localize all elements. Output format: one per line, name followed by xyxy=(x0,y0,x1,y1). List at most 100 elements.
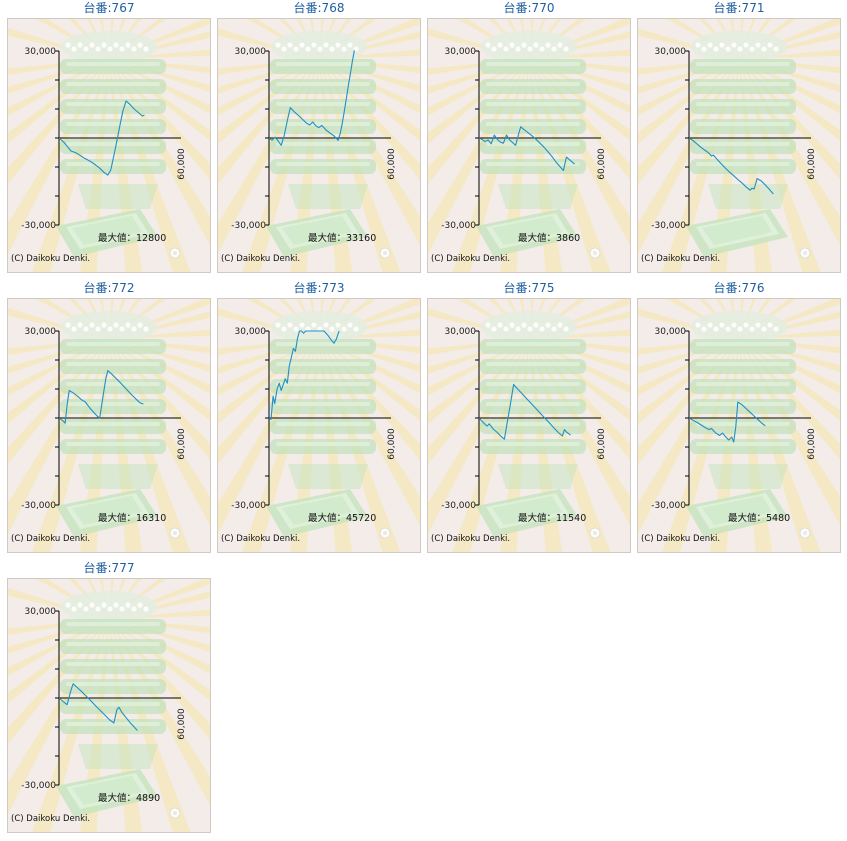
chart-title: 台番:770 xyxy=(503,1,555,15)
chart-cell: 台番:773 30,000 -30,000 60,000 最大値：45720 (C) Da… xyxy=(217,280,421,555)
max-prefix: 最大値： xyxy=(308,512,346,524)
chart-cell: 台番:777 30,000 -30,000 60,000 最大値：4890 (C) Dai… xyxy=(7,560,211,835)
xtick-label-right: 60,000 xyxy=(597,148,607,180)
chart-title: 台番:777 xyxy=(83,561,135,575)
chart-panel: 30,000 -30,000 60,000 最大値：12800 (C) Daikoku … xyxy=(7,18,211,273)
xtick-label-right: 60,000 xyxy=(177,148,187,180)
copyright-text: (C) Daikoku Denki. xyxy=(431,534,510,544)
max-value: 33160 xyxy=(346,233,376,244)
background-artwork xyxy=(638,299,840,552)
max-value-label: 最大値：12800 xyxy=(98,232,166,244)
series-line xyxy=(58,370,144,424)
max-prefix: 最大値： xyxy=(728,512,766,524)
max-value: 4890 xyxy=(136,793,160,804)
copyright-text: (C) Daikoku Denki. xyxy=(221,534,300,544)
ytick-label-bottom: -30,000 xyxy=(651,221,686,231)
background-artwork xyxy=(428,299,630,552)
chart-panel: 30,000 -30,000 60,000 (C) Daikoku Denki. xyxy=(637,18,841,273)
chart-panel: 30,000 -30,000 60,000 最大値：11540 (C) Daikoku … xyxy=(427,298,631,553)
chart-title: 台番:771 xyxy=(713,1,765,15)
chart-cell: 台番:775 30,000 -30,000 60,000 最大値：11540 (C) Da… xyxy=(427,280,631,555)
chart-panel: 30,000 -30,000 60,000 最大値：16310 (C) Daikoku … xyxy=(7,298,211,553)
chart-svg: 30,000 -30,000 60,000 最大値：16310 (C) Daikoku … xyxy=(8,299,210,552)
max-value-label: 最大値：4890 xyxy=(98,792,160,804)
chart-svg: 30,000 -30,000 60,000 最大値：3860 (C) Daikoku D… xyxy=(428,19,630,272)
chart-svg: 30,000 -30,000 60,000 (C) Daikoku Denki. xyxy=(638,19,840,272)
chart-title: 台番:768 xyxy=(293,1,345,15)
chart-cell: 台番:776 30,000 -30,000 60,000 最大値：5480 (C) Dai… xyxy=(637,280,841,555)
chart-panel: 30,000 -30,000 60,000 最大値：5480 (C) Daikoku D… xyxy=(637,298,841,553)
series-line xyxy=(58,683,138,731)
xtick-label-right: 60,000 xyxy=(387,148,397,180)
max-value: 5480 xyxy=(766,513,790,524)
chart-svg: 30,000 -30,000 60,000 最大値：12800 (C) Daikoku … xyxy=(8,19,210,272)
series-line xyxy=(688,137,774,195)
series-line xyxy=(688,401,766,443)
ytick-label-bottom: -30,000 xyxy=(21,781,56,791)
chart-title: 台番:772 xyxy=(83,281,135,295)
ytick-label-bottom: -30,000 xyxy=(21,501,56,511)
xtick-label-right: 60,000 xyxy=(387,428,397,460)
chart-panel: 30,000 -30,000 60,000 最大値：45720 (C) Daikoku … xyxy=(217,298,421,553)
chart-title: 台番:775 xyxy=(503,281,555,295)
chart-svg: 30,000 -30,000 60,000 最大値：11540 (C) Daikoku … xyxy=(428,299,630,552)
series-line xyxy=(268,330,340,420)
copyright-text: (C) Daikoku Denki. xyxy=(431,254,510,264)
chart-title: 台番:776 xyxy=(713,281,765,295)
max-value: 45720 xyxy=(346,513,376,524)
chart-cell: 台番:767 30,000 -30,000 60,000 最大値：12800 (C) Da… xyxy=(7,0,211,275)
copyright-text: (C) Daikoku Denki. xyxy=(221,254,300,264)
copyright-text: (C) Daikoku Denki. xyxy=(11,814,90,824)
max-value: 11540 xyxy=(556,513,586,524)
max-value-label: 最大値：16310 xyxy=(98,512,166,524)
chart-cell: 台番:772 30,000 -30,000 60,000 最大値：16310 (C) Da… xyxy=(7,280,211,555)
copyright-text: (C) Daikoku Denki. xyxy=(11,254,90,264)
xtick-label-right: 60,000 xyxy=(807,148,817,180)
ytick-label-top: 30,000 xyxy=(655,47,687,57)
max-value: 12800 xyxy=(136,233,166,244)
chart-title: 台番:773 xyxy=(293,281,345,295)
chart-svg: 30,000 -30,000 60,000 最大値：5480 (C) Daikoku D… xyxy=(638,299,840,552)
max-value-label: 最大値：45720 xyxy=(308,512,376,524)
ytick-label-top: 30,000 xyxy=(445,47,477,57)
ytick-label-top: 30,000 xyxy=(25,607,57,617)
max-prefix: 最大値： xyxy=(308,232,346,244)
max-value: 3860 xyxy=(556,233,580,244)
ytick-label-top: 30,000 xyxy=(25,47,57,57)
ytick-label-bottom: -30,000 xyxy=(441,501,476,511)
ytick-label-top: 30,000 xyxy=(25,327,57,337)
chart-cell: 台番:768 30,000 -30,000 60,000 最大値：33160 (C) Da… xyxy=(217,0,421,275)
ytick-label-bottom: -30,000 xyxy=(651,501,686,511)
max-prefix: 最大値： xyxy=(98,512,136,524)
chart-panel: 30,000 -30,000 60,000 最大値：3860 (C) Daikoku D… xyxy=(427,18,631,273)
ytick-label-top: 30,000 xyxy=(235,327,267,337)
chart-panel: 30,000 -30,000 60,000 最大値：4890 (C) Daikoku D… xyxy=(7,578,211,833)
chart-title: 台番:767 xyxy=(83,1,135,15)
xtick-label-right: 60,000 xyxy=(177,708,187,740)
max-value-label: 最大値：3860 xyxy=(518,232,580,244)
series-line xyxy=(58,100,145,176)
copyright-text: (C) Daikoku Denki. xyxy=(11,534,90,544)
copyright-text: (C) Daikoku Denki. xyxy=(641,254,720,264)
ytick-label-top: 30,000 xyxy=(235,47,267,57)
max-value-label: 最大値：33160 xyxy=(308,232,376,244)
chart-svg: 30,000 -30,000 60,000 最大値：33160 (C) Daikoku … xyxy=(218,19,420,272)
series-line xyxy=(268,50,355,146)
max-prefix: 最大値： xyxy=(98,232,136,244)
max-value: 16310 xyxy=(136,513,166,524)
xtick-label-right: 60,000 xyxy=(177,428,187,460)
chart-panel: 30,000 -30,000 60,000 最大値：33160 (C) Daikoku … xyxy=(217,18,421,273)
ytick-label-bottom: -30,000 xyxy=(231,501,266,511)
chart-cell: 台番:770 30,000 -30,000 60,000 最大値：3860 (C) Dai… xyxy=(427,0,631,275)
ytick-label-bottom: -30,000 xyxy=(231,221,266,231)
max-value-label: 最大値：5480 xyxy=(728,512,790,524)
ytick-label-top: 30,000 xyxy=(655,327,687,337)
ytick-label-bottom: -30,000 xyxy=(441,221,476,231)
max-prefix: 最大値： xyxy=(518,512,556,524)
chart-svg: 30,000 -30,000 60,000 最大値：4890 (C) Daikoku D… xyxy=(8,579,210,832)
max-prefix: 最大値： xyxy=(518,232,556,244)
series-line xyxy=(478,383,571,440)
ytick-label-bottom: -30,000 xyxy=(21,221,56,231)
chart-svg: 30,000 -30,000 60,000 最大値：45720 (C) Daikoku … xyxy=(218,299,420,552)
